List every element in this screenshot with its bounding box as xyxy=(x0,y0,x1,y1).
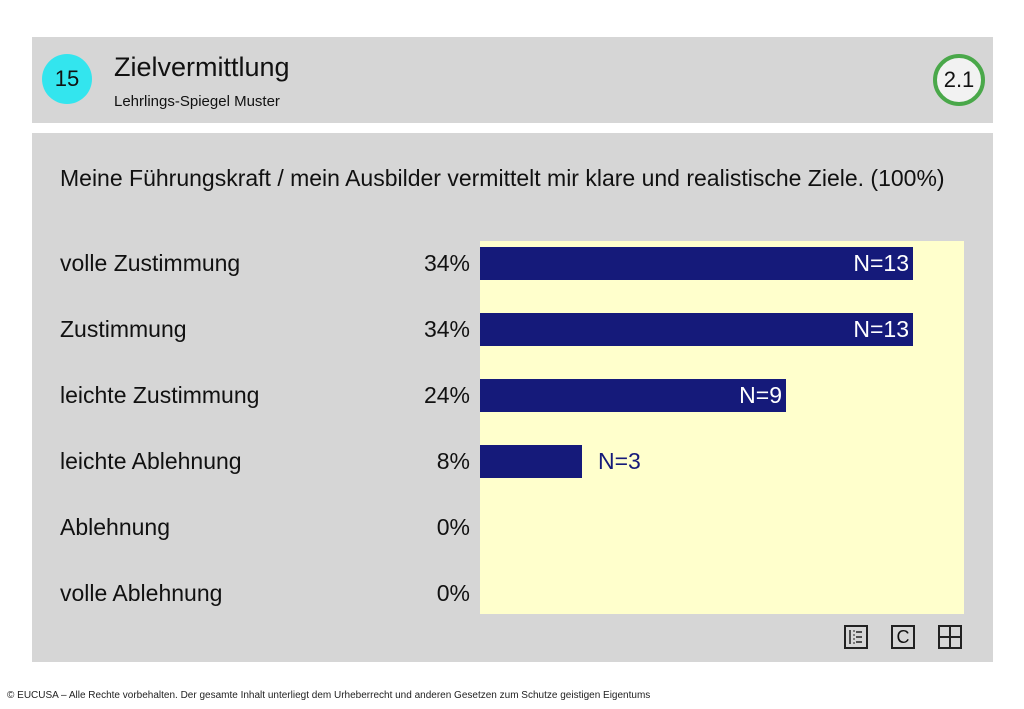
n-label: N=9 xyxy=(739,382,782,408)
percent-label: 8% xyxy=(436,448,470,474)
section-badge: 2.1 xyxy=(933,54,985,106)
percent-label: 34% xyxy=(423,250,470,276)
page-number-badge: 15 xyxy=(42,54,92,104)
percent-label: 34% xyxy=(423,316,470,342)
bar xyxy=(480,445,582,478)
category-label: volle Zustimmung xyxy=(60,250,241,276)
page-title: Zielvermittlung xyxy=(114,52,290,82)
page-subtitle: Lehrlings-Spiegel Muster xyxy=(114,93,280,110)
bar xyxy=(480,379,786,412)
category-label: leichte Ablehnung xyxy=(60,448,242,474)
bar xyxy=(480,313,913,346)
chart-panel: Meine Führungskraft / mein Ausbilder ver… xyxy=(32,133,993,662)
percent-label: 0% xyxy=(436,514,470,540)
grid-icon[interactable] xyxy=(938,625,962,649)
n-label: N=13 xyxy=(853,316,909,342)
category-label: volle Ablehnung xyxy=(60,580,223,606)
bar xyxy=(480,247,913,280)
n-label: N=3 xyxy=(598,448,641,474)
percent-label: 0% xyxy=(436,580,470,606)
list-icon[interactable] xyxy=(844,625,868,649)
chart-plot-area xyxy=(480,241,964,614)
question-text: Meine Führungskraft / mein Ausbilder ver… xyxy=(60,165,945,191)
copyright-footer: © EUCUSA – Alle Rechte vorbehalten. Der … xyxy=(7,690,651,701)
c-icon[interactable]: C xyxy=(891,625,915,649)
category-label: leichte Zustimmung xyxy=(60,382,260,408)
percent-label: 24% xyxy=(423,382,470,408)
n-label: N=13 xyxy=(853,250,909,276)
header: 15 Zielvermittlung Lehrlings-Spiegel Mus… xyxy=(32,37,993,123)
category-label: Zustimmung xyxy=(60,316,187,342)
category-label: Ablehnung xyxy=(60,514,170,540)
